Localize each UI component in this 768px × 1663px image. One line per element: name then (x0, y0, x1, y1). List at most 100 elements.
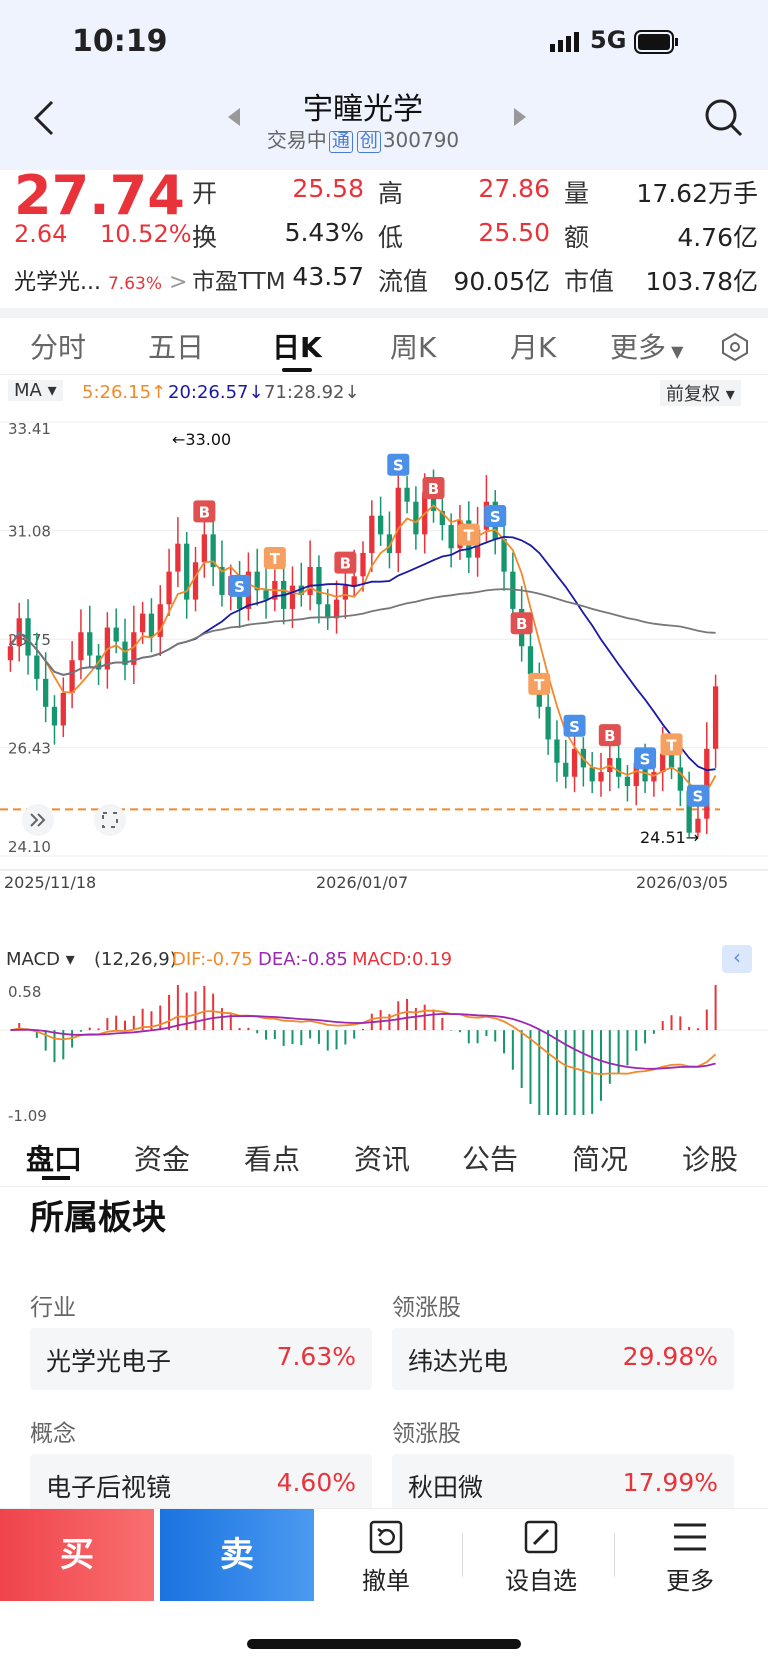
trade-marker-label: T (534, 676, 545, 694)
tab-profile[interactable]: 简况 (572, 1143, 629, 1176)
ma5-line (9, 504, 717, 794)
add-watchlist-label: 设自选 (505, 1567, 577, 1595)
trade-marker-label: B (516, 615, 527, 633)
market-cap-value: 103.78亿 (645, 267, 758, 296)
candle-body (333, 599, 340, 619)
ma-selector[interactable]: MA ▾ (8, 380, 63, 401)
trade-marker-label: S (640, 750, 651, 768)
amount-label: 额 (564, 223, 590, 252)
tab-announcements[interactable]: 公告 (462, 1143, 519, 1176)
candle-body (527, 646, 534, 675)
collapse-icon[interactable]: ‹ (722, 945, 752, 973)
cancel-order-button[interactable]: 撤单 (336, 1519, 436, 1596)
candle-body (615, 758, 622, 777)
buy-button[interactable]: 买 (0, 1509, 154, 1601)
ma20-value: 20:26.57↓ (168, 382, 264, 403)
more-button[interactable]: 更多 (640, 1519, 740, 1596)
candle-body (131, 632, 137, 665)
industry-leader-name: 纬达光电 (408, 1347, 509, 1376)
badge-chuang: 创 (356, 131, 381, 153)
tab-funds[interactable]: 资金 (134, 1143, 191, 1176)
candle-body (404, 487, 410, 502)
tab-five-day[interactable]: 五日 (148, 331, 205, 364)
tab-highlights[interactable]: 看点 (244, 1143, 301, 1176)
search-icon[interactable] (704, 98, 744, 142)
prev-stock-icon[interactable] (228, 108, 242, 130)
fullscreen-icon (94, 804, 126, 836)
trade-marker-label: B (340, 555, 351, 573)
turnover-value: 5.43% (284, 218, 364, 247)
sector-link[interactable]: 光学光... 7.63% > (14, 270, 188, 295)
status-time: 10:19 (72, 24, 168, 59)
trade-marker (660, 733, 683, 756)
tab-diagnosis[interactable]: 诊股 (682, 1143, 739, 1176)
candle-body (69, 660, 75, 693)
kline-chart[interactable]: 33.4131.0828.7526.4324.10←33.0024.51→BST… (0, 410, 768, 940)
tab-weekly-k[interactable]: 周K (390, 331, 437, 364)
concept-label: 概念 (30, 1421, 76, 1447)
candle-body (351, 576, 357, 586)
x-tick-label: 2026/03/05 (636, 873, 728, 892)
trade-marker-label: S (490, 508, 501, 526)
low-value: 25.50 (478, 218, 550, 247)
trade-marker-label: B (428, 480, 439, 498)
concept-card[interactable]: 电子后视镜 4.60% (30, 1454, 372, 1516)
candle-body (598, 772, 604, 782)
candle-body (545, 706, 551, 740)
add-watchlist-button[interactable]: 设自选 (486, 1519, 596, 1596)
candle-body (677, 767, 683, 791)
adjust-label: 前复权 (666, 384, 720, 405)
more-label: 更多 (666, 1567, 714, 1595)
menu-icon (674, 1523, 706, 1551)
open-value: 25.58 (292, 174, 364, 203)
candle-body (51, 706, 58, 726)
candle-body (377, 515, 384, 535)
section-title: 所属板块 (30, 1198, 166, 1238)
ma-bar: MA ▾ 5:26.15↑ 20:26.57↓ 71:28.92↓ 前复权 ▾ (0, 376, 768, 410)
tab-news[interactable]: 资讯 (354, 1143, 411, 1176)
candle-body (589, 767, 595, 782)
sell-button[interactable]: 卖 (160, 1509, 314, 1601)
low-label: 低 (378, 223, 404, 252)
ma71-text: 71:28.92 (264, 382, 345, 403)
tab-intraday[interactable]: 分时 (30, 331, 87, 364)
trade-marker-label: S (393, 457, 404, 475)
home-indicator (247, 1639, 521, 1649)
y-tick-label: 33.41 (8, 420, 51, 438)
float-cap-label: 流值 (378, 267, 429, 296)
candle-body (254, 571, 260, 591)
next-stock-icon[interactable] (512, 108, 526, 130)
candle-body (7, 646, 14, 661)
macd-y-tick: 0.58 (8, 983, 41, 1001)
y-tick-label: 31.08 (8, 523, 51, 541)
stock-header: 宇瞳光学 交易中通创 300790 (0, 90, 768, 170)
price-change: 2.64 (14, 220, 68, 248)
tab-orderbook[interactable]: 盘口 (26, 1143, 83, 1176)
industry-label: 行业 (30, 1295, 76, 1321)
trade-marker (422, 477, 445, 500)
industry-card[interactable]: 光学光电子 7.63% (30, 1328, 372, 1390)
sector-section: 所属板块 行业 领涨股 光学光电子 7.63% 纬达光电 29.98% 概念 领… (0, 1188, 768, 1516)
candle-body (651, 772, 657, 782)
macd-selector[interactable]: MACD ▾ (6, 949, 75, 970)
tab-daily-k[interactable]: 日K (272, 331, 322, 364)
concept-leader-card[interactable]: 秋田微 17.99% (392, 1454, 734, 1516)
trading-status: 交易中 (266, 128, 327, 152)
back-icon[interactable] (30, 98, 60, 142)
trade-marker-label: T (666, 736, 677, 754)
tab-monthly-k[interactable]: 月K (510, 331, 557, 364)
candle-body (369, 515, 375, 553)
candle-body (554, 739, 560, 763)
industry-leader-card[interactable]: 纬达光电 29.98% (392, 1328, 734, 1390)
tab-indicator (282, 368, 312, 372)
low-annotation: 24.51→ (640, 828, 699, 847)
candle-body (413, 501, 419, 535)
adjust-selector[interactable]: 前复权 ▾ (660, 380, 741, 406)
pe-value: 43.57 (292, 262, 364, 291)
candle-body (386, 534, 393, 553)
candle-body (201, 534, 207, 563)
tab-more[interactable]: 更多 ▼ (610, 331, 684, 364)
macd-y-tick: -1.09 (8, 1107, 47, 1125)
settings-icon[interactable] (720, 332, 750, 366)
network-label: 5G (590, 26, 627, 54)
